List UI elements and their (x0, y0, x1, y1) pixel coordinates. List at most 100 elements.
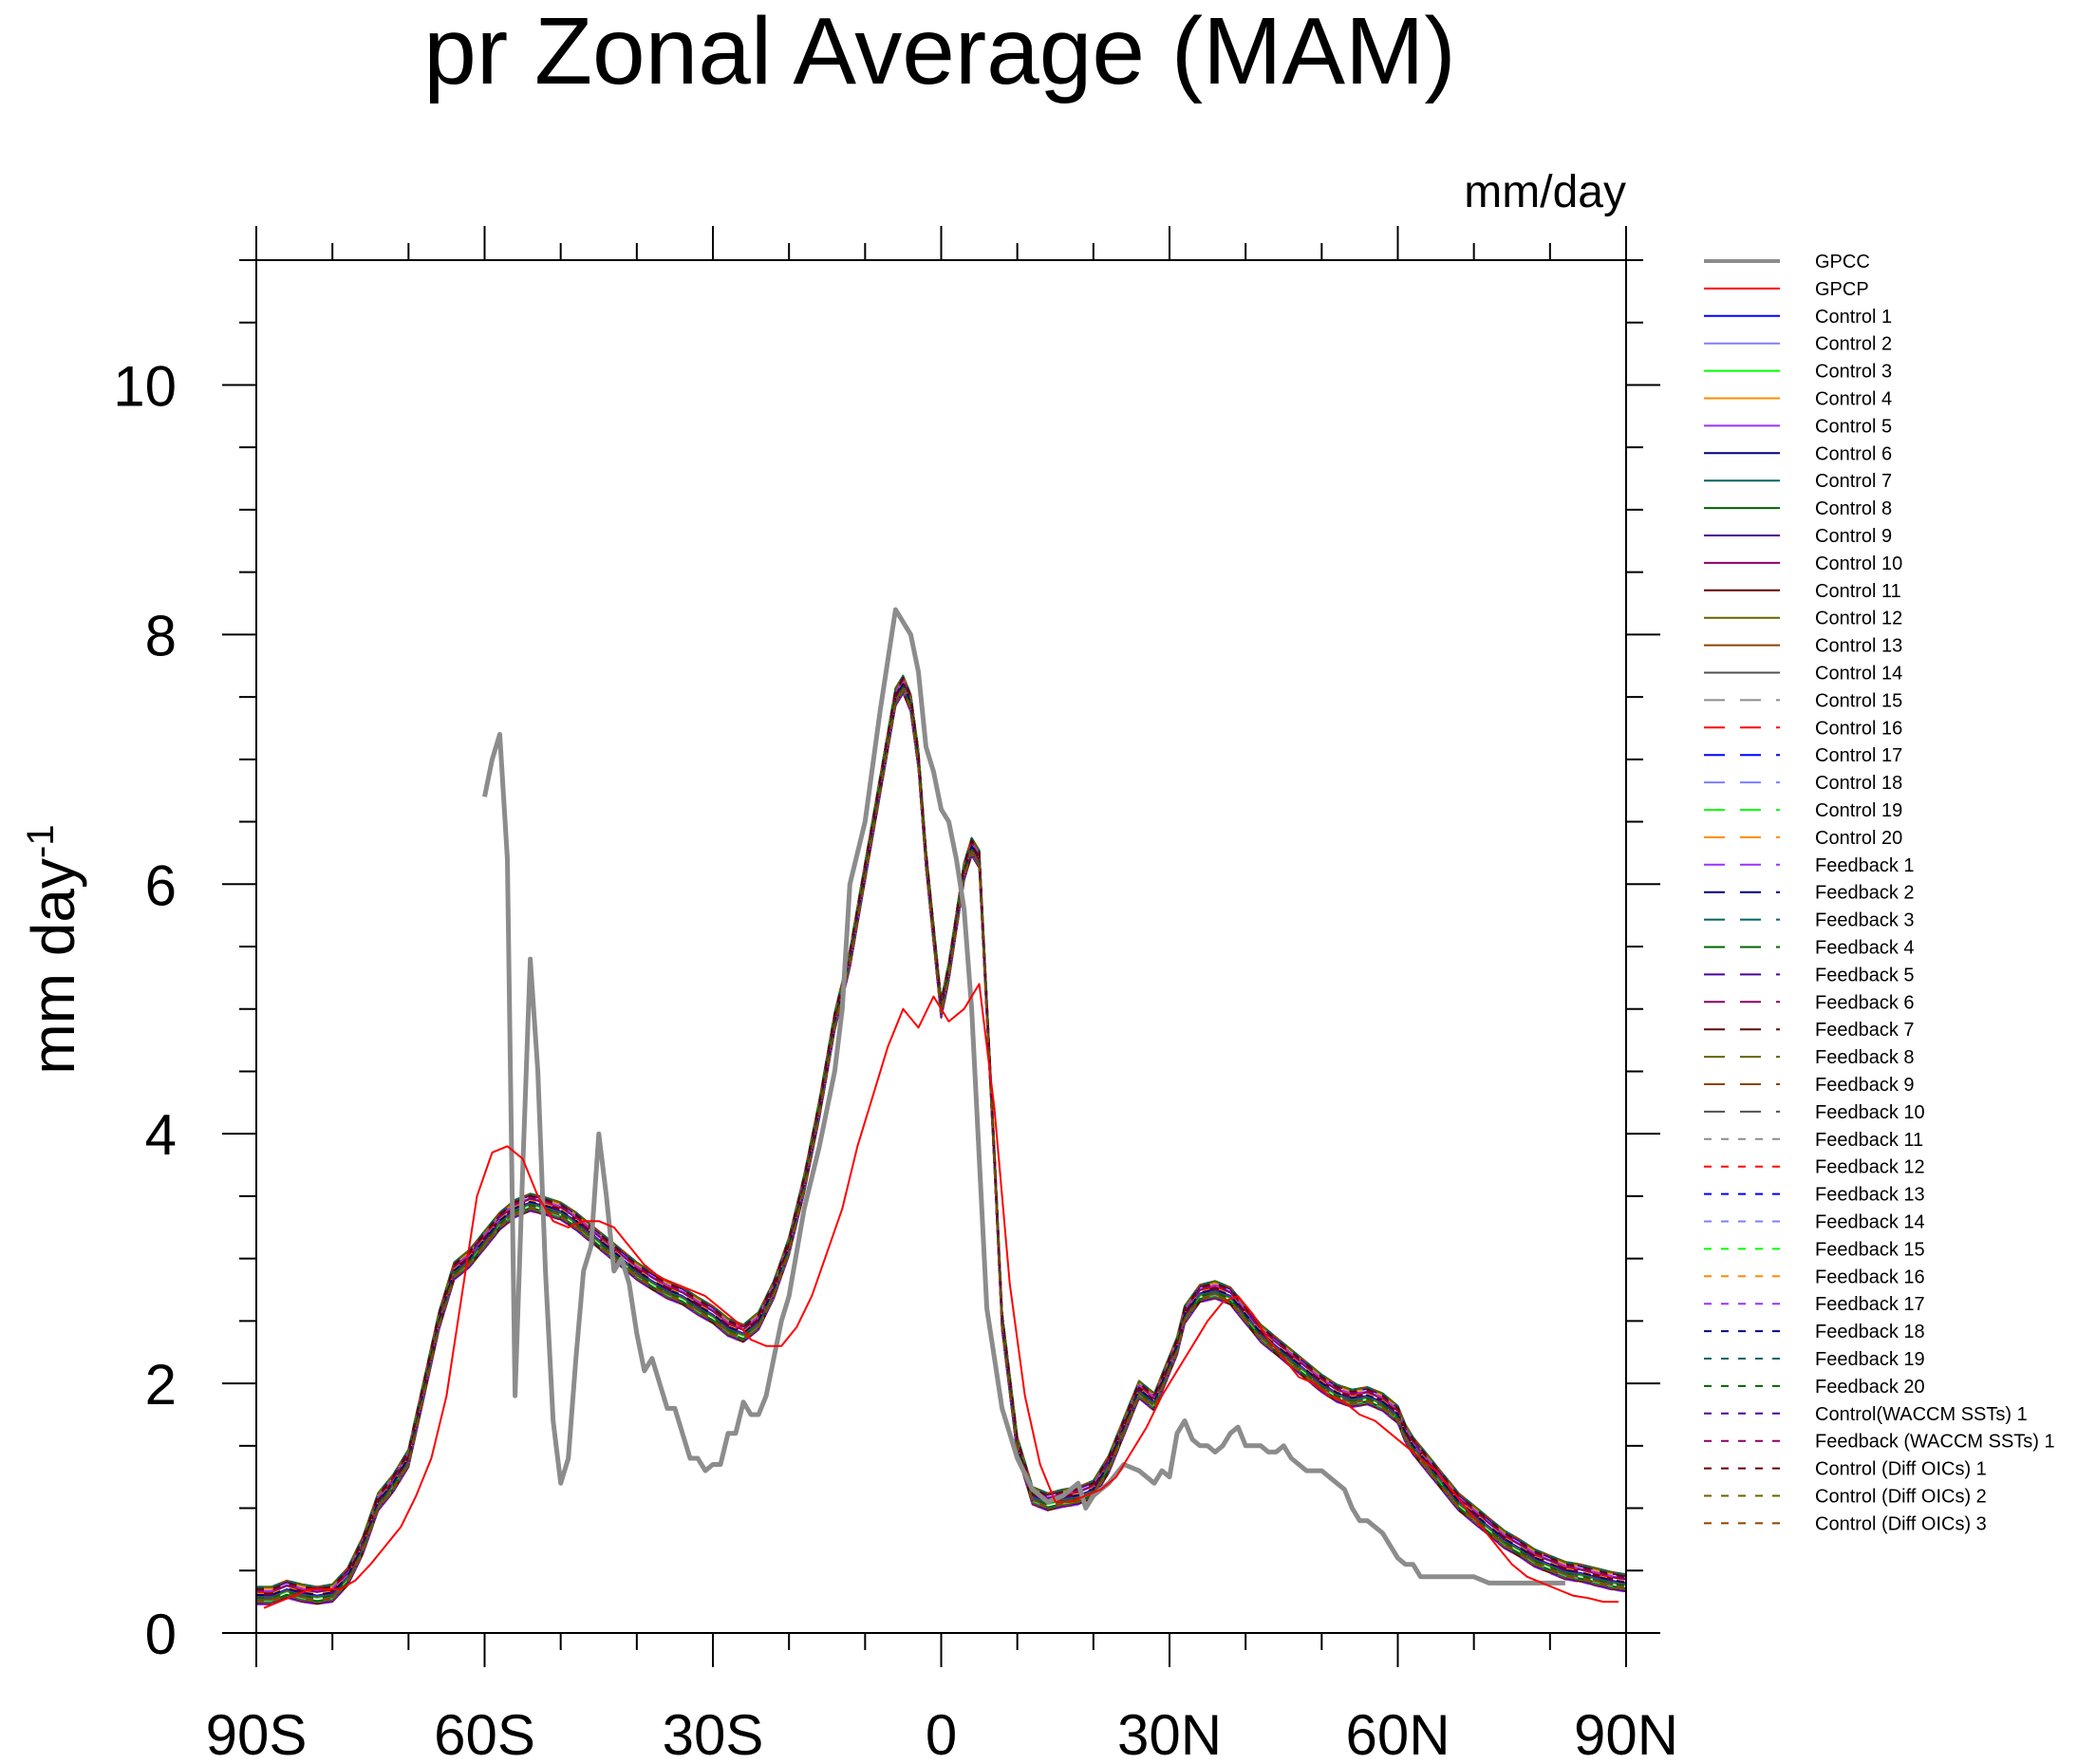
legend-label: Control 6 (1815, 443, 1892, 464)
gpcc-line (482, 607, 1565, 1586)
legend-item: Control (Diff OICs) 1 (1704, 1459, 1987, 1480)
legend-item: Feedback 10 (1704, 1102, 1925, 1123)
legend-item: Feedback 18 (1704, 1322, 1925, 1342)
legend-label: Feedback 16 (1815, 1267, 1925, 1287)
legend-item: Control 4 (1704, 389, 1892, 410)
legend-item: Control 7 (1704, 471, 1892, 492)
legend-label: Feedback 3 (1815, 910, 1915, 931)
legend-label: Feedback (WACCM SSTs) 1 (1815, 1432, 2055, 1453)
y-tick-label: 8 (145, 604, 177, 667)
legend-item: Control 1 (1704, 307, 1892, 328)
legend-label: Feedback 20 (1815, 1377, 1925, 1398)
x-tick-label: 90S (206, 1703, 308, 1764)
legend-label: Control 2 (1815, 334, 1892, 355)
series-line (256, 685, 1627, 1600)
legend-label: Control 1 (1815, 307, 1892, 328)
y-axis-label-exponent: -1 (20, 824, 62, 858)
legend-item: Feedback 13 (1704, 1185, 1925, 1206)
y-axis-label: mm day-1 (19, 824, 87, 1074)
legend-label: Feedback 8 (1815, 1047, 1915, 1068)
legend-item: Feedback 5 (1704, 965, 1915, 985)
x-tick-label: 60S (434, 1703, 535, 1764)
legend-item: Control 18 (1704, 773, 1902, 794)
legend-label: GPCC (1815, 252, 1870, 272)
legend-item: Control 14 (1704, 664, 1902, 685)
series-line (256, 691, 1627, 1605)
legend-label: Feedback 13 (1815, 1185, 1925, 1206)
x-tick-label: 90N (1574, 1703, 1678, 1764)
legend-label: Control 10 (1815, 554, 1902, 574)
legend-item: Control 10 (1704, 554, 1902, 574)
legend-label: GPCP (1815, 279, 1869, 300)
y-tick-label: 2 (145, 1353, 177, 1417)
plot-frame (255, 259, 1627, 1634)
series-line (256, 691, 1627, 1604)
plot-lines (256, 607, 1627, 1609)
gpcp-line (263, 983, 1619, 1609)
legend-label: Feedback 2 (1815, 883, 1915, 904)
chart-title: pr Zonal Average (MAM) (423, 0, 1455, 104)
series-line (256, 692, 1627, 1605)
legend-item: Control 8 (1704, 498, 1892, 519)
legend-label: Feedback 9 (1815, 1075, 1915, 1096)
legend-label: Control 20 (1815, 828, 1902, 849)
legend-item: Feedback 11 (1704, 1130, 1923, 1151)
legend-label: Feedback 4 (1815, 938, 1915, 959)
x-tick-label: 60N (1345, 1703, 1450, 1764)
legend-label: Control 12 (1815, 609, 1902, 629)
legend-item: Feedback 9 (1704, 1075, 1915, 1096)
series-line (256, 690, 1627, 1604)
units-label: mm/day (1464, 167, 1626, 217)
legend-item: Feedback 12 (1704, 1157, 1925, 1178)
y-tick-label: 0 (145, 1603, 177, 1666)
series-line (256, 688, 1627, 1602)
legend-item: Control 3 (1704, 362, 1892, 383)
legend-label: Control 8 (1815, 498, 1892, 519)
legend-item: Feedback 17 (1704, 1294, 1925, 1315)
legend-item: Feedback 6 (1704, 992, 1915, 1013)
series-line (256, 689, 1627, 1604)
legend: GPCC GPCP Control 1 Control 2 Control 3 Contr… (1704, 252, 2055, 1534)
x-tick-label: 30N (1117, 1703, 1222, 1764)
legend-item: Feedback 7 (1704, 1020, 1915, 1041)
legend-item: Control (Diff OICs) 2 (1704, 1487, 1987, 1508)
legend-item: Feedback 1 (1704, 855, 1915, 876)
legend-item: Feedback 8 (1704, 1047, 1915, 1068)
series-line (256, 680, 1627, 1594)
legend-item: Control 6 (1704, 443, 1892, 464)
legend-item: Feedback (WACCM SSTs) 1 (1704, 1432, 2055, 1453)
legend-item: Control(WACCM SSTs) 1 (1704, 1404, 2028, 1425)
legend-label: Control (Diff OICs) 1 (1815, 1459, 1987, 1480)
legend-label: Feedback 5 (1815, 965, 1915, 985)
legend-label: Feedback 10 (1815, 1102, 1925, 1123)
series-line (256, 691, 1627, 1604)
series-line (256, 677, 1627, 1590)
legend-item: Control 2 (1704, 334, 1892, 355)
legend-item: Feedback 19 (1704, 1349, 1925, 1370)
legend-item: Feedback 16 (1704, 1267, 1925, 1287)
legend-item: Feedback 2 (1704, 883, 1915, 904)
y-tick-label: 10 (113, 354, 177, 418)
legend-item: Control 5 (1704, 416, 1892, 437)
legend-item: Control 20 (1704, 828, 1902, 849)
legend-label: Feedback 11 (1815, 1130, 1923, 1151)
legend-label: Control 13 (1815, 636, 1902, 657)
legend-label: Control 5 (1815, 416, 1892, 437)
legend-label: Feedback 7 (1815, 1020, 1915, 1041)
x-tick-label: 0 (926, 1703, 957, 1764)
series-line (256, 692, 1627, 1605)
y-tick-label: 4 (145, 1103, 177, 1167)
legend-item: Feedback 14 (1704, 1212, 1925, 1233)
y-tick-label: 6 (145, 854, 177, 917)
legend-label: Control (Diff OICs) 3 (1815, 1513, 1987, 1534)
legend-item: Feedback 3 (1704, 910, 1915, 931)
legend-label: Control 3 (1815, 362, 1892, 383)
legend-item: Control (Diff OICs) 3 (1704, 1513, 1987, 1534)
legend-label: Control 4 (1815, 389, 1892, 410)
x-tick-label: 30S (663, 1703, 764, 1764)
legend-label: Control 14 (1815, 664, 1902, 685)
legend-item: Control 11 (1704, 581, 1901, 602)
legend-label: Feedback 19 (1815, 1349, 1925, 1370)
legend-item: Control 13 (1704, 636, 1902, 657)
